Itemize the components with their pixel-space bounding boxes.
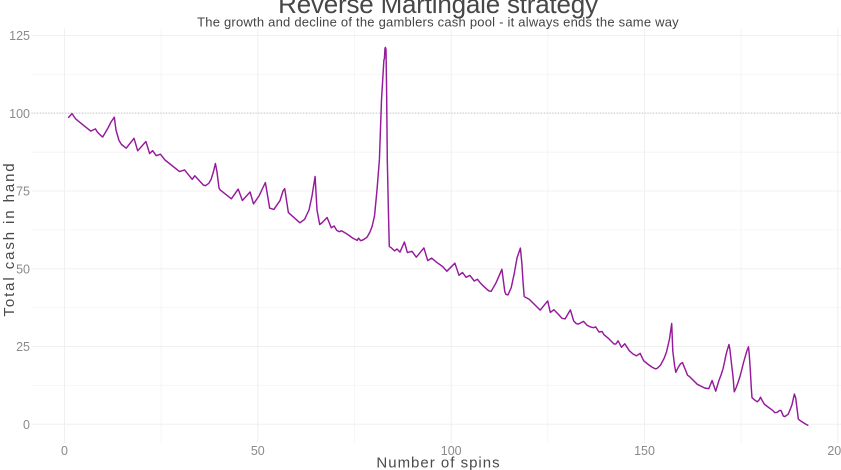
svg-text:200: 200 [827,444,841,458]
svg-text:100: 100 [9,107,30,121]
svg-text:125: 125 [9,29,30,43]
svg-text:150: 150 [634,444,655,458]
svg-text:Number of spins: Number of spins [376,455,500,470]
svg-text:Total cash in hand: Total cash in hand [1,161,18,316]
svg-text:100: 100 [441,444,462,458]
svg-text:25: 25 [16,340,30,354]
svg-text:Reverse Martingale strategy: Reverse Martingale strategy [278,0,598,19]
svg-text:50: 50 [251,444,265,458]
svg-text:The growth and decline of the: The growth and decline of the gamblers c… [197,15,679,30]
svg-text:50: 50 [16,262,30,276]
svg-text:75: 75 [16,185,30,199]
svg-text:0: 0 [61,444,68,458]
svg-text:0: 0 [23,418,30,432]
